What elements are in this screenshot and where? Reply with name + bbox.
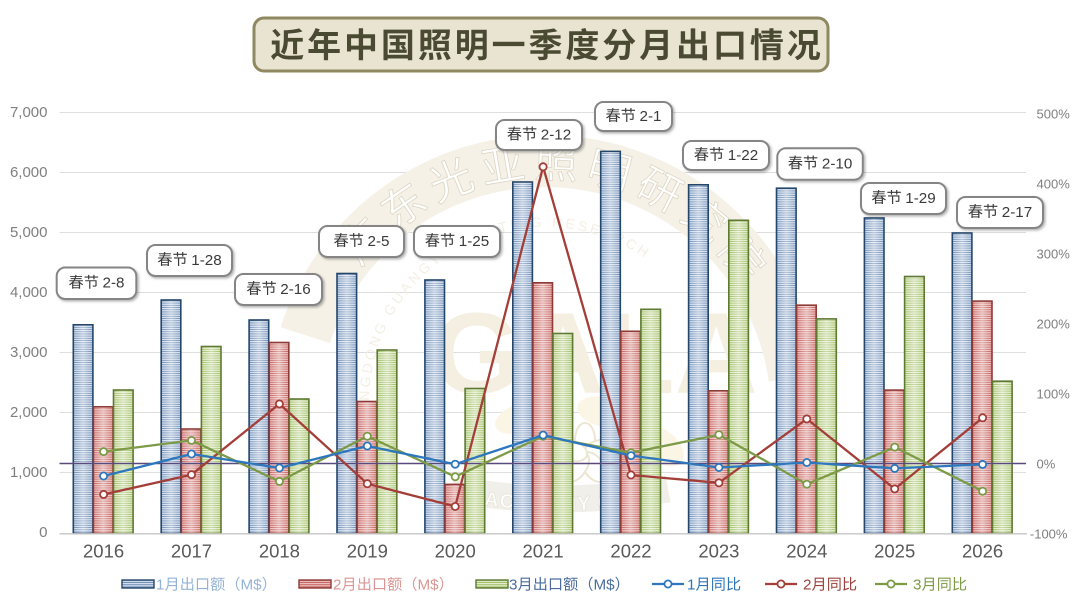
- svg-text:2018: 2018: [259, 540, 300, 561]
- svg-text:2023: 2023: [698, 540, 739, 561]
- svg-text:3: 3: [913, 577, 921, 594]
- svg-text:6,000: 6,000: [10, 164, 48, 181]
- svg-text:2-8: 2-8: [103, 275, 125, 292]
- svg-text:2,000: 2,000: [10, 404, 48, 421]
- svg-text:3: 3: [509, 577, 517, 594]
- svg-text:2-10: 2-10: [822, 155, 852, 172]
- svg-text:2016: 2016: [83, 540, 124, 561]
- svg-text:2017: 2017: [171, 540, 212, 561]
- svg-text:1,000: 1,000: [10, 464, 48, 481]
- svg-text:1-28: 1-28: [191, 252, 221, 269]
- svg-text:2-1: 2-1: [640, 108, 662, 125]
- svg-text:400%: 400%: [1037, 176, 1071, 191]
- svg-text:5,000: 5,000: [10, 224, 48, 241]
- svg-text:3,000: 3,000: [10, 344, 48, 361]
- svg-text:1-25: 1-25: [459, 233, 489, 250]
- svg-text:2020: 2020: [435, 540, 476, 561]
- svg-text:2-16: 2-16: [280, 281, 310, 298]
- svg-text:1-29: 1-29: [905, 190, 935, 207]
- svg-text:200%: 200%: [1037, 316, 1071, 331]
- svg-text:2024: 2024: [786, 540, 827, 561]
- svg-text:2: 2: [803, 577, 811, 594]
- svg-text:M$: M$: [418, 577, 440, 594]
- svg-text:4,000: 4,000: [10, 284, 48, 301]
- svg-text:500%: 500%: [1037, 106, 1071, 121]
- svg-text:100%: 100%: [1037, 386, 1071, 401]
- svg-text:2021: 2021: [523, 540, 564, 561]
- svg-text:M$: M$: [594, 577, 616, 594]
- svg-text:2-17: 2-17: [1002, 204, 1032, 221]
- svg-text:0: 0: [39, 524, 47, 541]
- svg-text:M$: M$: [241, 577, 263, 594]
- svg-text:2-5: 2-5: [368, 233, 390, 250]
- svg-text:2-12: 2-12: [541, 126, 571, 143]
- svg-text:0%: 0%: [1037, 456, 1056, 471]
- svg-text:2025: 2025: [874, 540, 915, 561]
- svg-text:1-22: 1-22: [728, 147, 758, 164]
- svg-text:2019: 2019: [347, 540, 388, 561]
- svg-text:7,000: 7,000: [10, 104, 48, 121]
- svg-text:2022: 2022: [610, 540, 651, 561]
- svg-text:2: 2: [333, 577, 341, 594]
- svg-text:1: 1: [687, 577, 695, 594]
- svg-text:2026: 2026: [962, 540, 1003, 561]
- svg-text:1: 1: [156, 577, 164, 594]
- svg-text:300%: 300%: [1037, 246, 1071, 261]
- svg-text:-100%: -100%: [1030, 526, 1068, 541]
